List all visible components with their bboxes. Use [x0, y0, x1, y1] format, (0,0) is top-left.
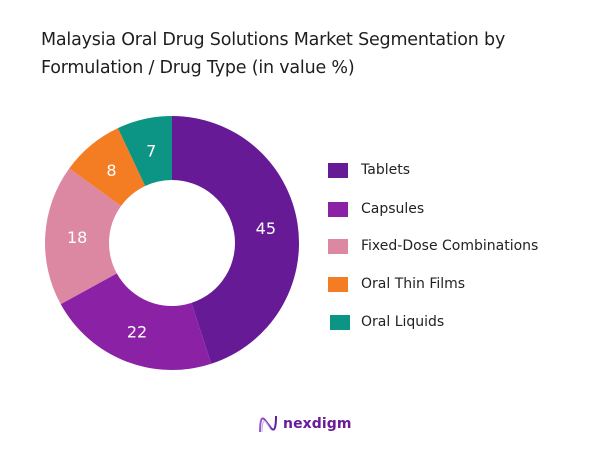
donut-slice-oral-thin-films: [69, 128, 146, 206]
nexdigm-logo-text: nexdigm: [283, 416, 352, 432]
slice-value-label: 45: [256, 219, 276, 238]
legend-swatch-fixed-dose-combinations: [328, 238, 348, 254]
legend-swatch-oral-thin-films: [328, 276, 348, 292]
slice-value-label: 18: [67, 228, 87, 247]
legend-item-capsules: Capsules: [328, 199, 424, 219]
legend-item-oral-thin-films: Oral Thin Films: [328, 274, 465, 294]
legend-label: Fixed-Dose Combinations: [361, 238, 539, 254]
nexdigm-wave-icon: [259, 415, 277, 433]
slice-value-label: 8: [106, 161, 116, 180]
nexdigm-logo: nexdigm: [258, 415, 352, 433]
donut-slice-oral-liquids: [117, 116, 172, 186]
legend-swatch-tablets: [328, 162, 348, 178]
chart-title-line-2: Formulation / Drug Type (in value %): [41, 58, 355, 78]
legend-swatch-oral-liquids: [330, 314, 350, 330]
legend-label: Oral Liquids: [361, 314, 445, 330]
legend-label: Capsules: [361, 201, 425, 217]
legend-label: Oral Thin Films: [361, 276, 466, 292]
legend-label: Tablets: [361, 162, 410, 178]
donut-slice-tablets: [172, 116, 299, 364]
donut-slice-labels: 45 22 18 8 7: [67, 141, 276, 341]
donut-slice-capsules: [60, 273, 212, 370]
chart-title: Malaysia Oral Drug Solutions Market Segm…: [41, 26, 505, 82]
legend-swatch-capsules: [328, 201, 348, 217]
legend-item-oral-liquids: Oral Liquids: [328, 312, 444, 332]
slice-value-label: 7: [146, 141, 156, 160]
slice-value-label: 22: [127, 322, 147, 341]
legend-item-tablets: Tablets: [328, 160, 410, 180]
donut-slices: [45, 116, 299, 370]
chart-title-line-1: Malaysia Oral Drug Solutions Market Segm…: [41, 30, 506, 50]
legend-item-fixed-dose-combinations: Fixed-Dose Combinations: [328, 236, 538, 256]
donut-slice-fixed-dose-combinations: [45, 168, 122, 305]
